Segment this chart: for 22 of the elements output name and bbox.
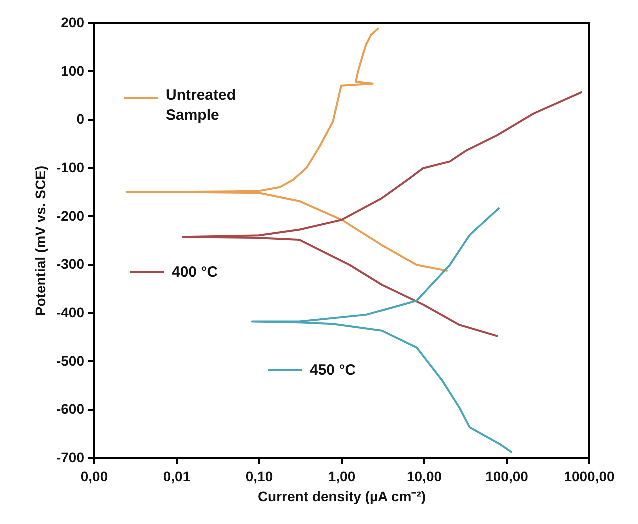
y-tick-label: 200 (61, 14, 85, 30)
y-tick-label: 0 (76, 111, 85, 128)
x-tick-label: 1000,00 (564, 468, 616, 484)
y-tick-label: 100 (61, 62, 85, 79)
y-tick-label: -700 (56, 450, 85, 466)
y-tick-label: -100 (56, 160, 85, 176)
x-tick-label: 1,00 (328, 468, 356, 484)
x-tick-label: 100,00 (486, 468, 529, 484)
x-tick-label: 0,10 (246, 468, 274, 484)
y-axis-title: Potential (mV vs. SCE) (32, 166, 48, 316)
x-tick-label: 0,00 (80, 468, 108, 484)
y-tick-label: -600 (56, 401, 85, 418)
x-tick-label: 10,00 (406, 468, 442, 484)
legend-label: 450 °C (310, 362, 356, 379)
y-tick-label: -500 (56, 352, 85, 369)
y-tick-label: -200 (56, 208, 85, 224)
legend-label: Untreated Sample (166, 87, 236, 124)
x-tick-label: 0,01 (163, 468, 191, 484)
y-tick-label: -300 (56, 256, 85, 272)
y-tick-label: -400 (56, 304, 85, 320)
x-axis-title: Current density (µA cm⁻²) (258, 488, 426, 504)
legend-label: 400 °C (172, 264, 218, 281)
